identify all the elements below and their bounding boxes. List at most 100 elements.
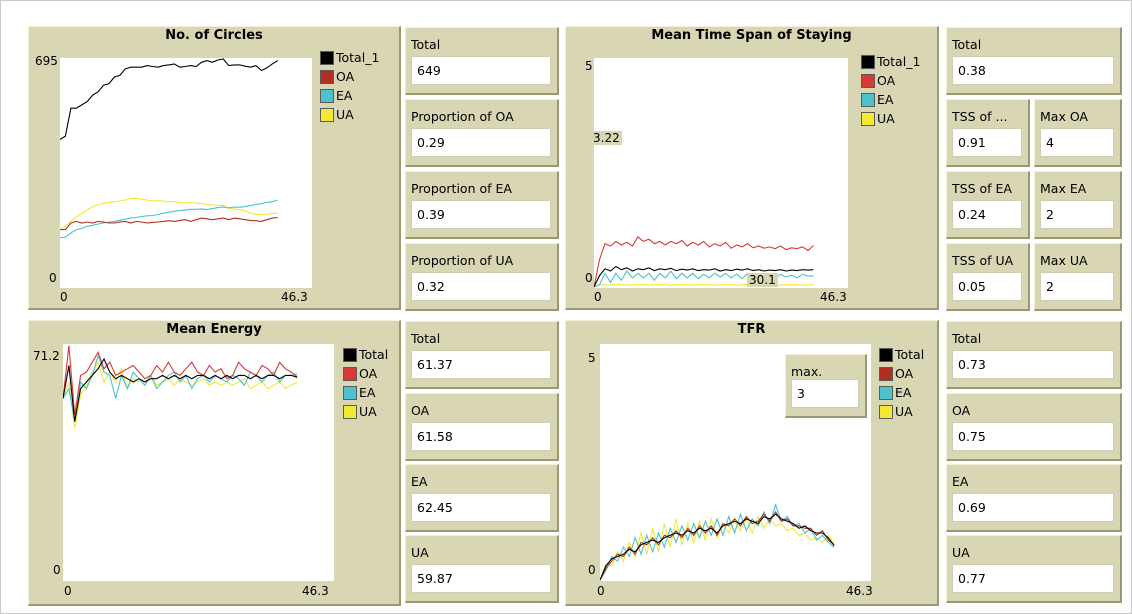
plot-mean-time-span: Mean Time Span of Staying 5 0 0 46.3 3.2… bbox=[565, 26, 939, 310]
monitor-energy-total: Total 61.37 bbox=[405, 321, 559, 389]
legend-item-ua: UA bbox=[320, 105, 379, 124]
monitor-value: 59.87 bbox=[411, 564, 551, 593]
monitor-label: Total bbox=[411, 37, 441, 52]
legend: Total OA EA UA bbox=[343, 345, 388, 421]
legend-label: UA bbox=[336, 107, 354, 122]
series-line-ua bbox=[63, 360, 298, 429]
monitor-energy-ua: UA 59.87 bbox=[405, 535, 559, 603]
legend-item-total: Total_1 bbox=[861, 52, 920, 71]
legend-label: EA bbox=[336, 88, 353, 103]
monitor-label: Total bbox=[411, 331, 441, 346]
series-line-oa bbox=[600, 510, 835, 581]
monitor-value: 2 bbox=[1040, 272, 1114, 301]
x-max-tick: 46.3 bbox=[820, 290, 847, 304]
monitor-label: UA bbox=[952, 545, 970, 560]
monitor-label: Total bbox=[952, 331, 982, 346]
y-max-tick: 5 bbox=[585, 59, 593, 73]
legend-item-ua: UA bbox=[861, 109, 920, 128]
legend-item-ua: UA bbox=[879, 402, 924, 421]
monitor-label: TSS of ... bbox=[952, 109, 1008, 124]
plot-area[interactable] bbox=[63, 344, 334, 581]
monitor-value: 0.75 bbox=[952, 422, 1114, 451]
monitor-label: EA bbox=[952, 474, 969, 489]
monitor-value: 4 bbox=[1040, 128, 1114, 157]
monitor-tss-ea: TSS of EA 0.24 bbox=[946, 171, 1030, 239]
monitor-label: Max UA bbox=[1040, 253, 1088, 268]
monitor-tfr-total: Total 0.73 bbox=[946, 321, 1122, 389]
monitor-energy-ea: EA 62.45 bbox=[405, 464, 559, 532]
legend: Total OA EA UA bbox=[879, 345, 924, 421]
x-min-tick: 0 bbox=[594, 290, 602, 304]
monitor-label: Max EA bbox=[1040, 181, 1087, 196]
plot-area[interactable] bbox=[60, 58, 312, 288]
legend-swatch bbox=[879, 404, 893, 419]
x-min-tick: 0 bbox=[64, 584, 72, 598]
monitor-value: 0.69 bbox=[952, 493, 1114, 522]
x-max-tick: 46.3 bbox=[281, 290, 308, 304]
monitor-label: OA bbox=[952, 403, 971, 418]
series-line-ua bbox=[600, 515, 835, 581]
legend-item-ea: EA bbox=[861, 90, 920, 109]
monitor-value: 0.39 bbox=[411, 200, 551, 229]
series-line-oa bbox=[594, 235, 814, 288]
y-max-tick: 71.2 bbox=[33, 349, 60, 363]
legend-item-total: Total_1 bbox=[320, 48, 379, 67]
legend-label: Total bbox=[895, 347, 925, 362]
y-min-tick: 0 bbox=[49, 271, 57, 285]
legend-item-ea: EA bbox=[320, 86, 379, 105]
monitor-proportion-ea: Proportion of EA 0.39 bbox=[405, 171, 559, 239]
y-max-tick: 5 bbox=[588, 351, 596, 365]
legend-swatch bbox=[861, 111, 875, 126]
legend-swatch bbox=[861, 92, 875, 107]
monitor-value: 0.24 bbox=[952, 200, 1022, 229]
plot-area[interactable] bbox=[600, 344, 871, 581]
monitor-label: Total bbox=[952, 37, 982, 52]
legend-swatch bbox=[320, 50, 334, 65]
plot-title: TFR bbox=[737, 322, 766, 337]
monitor-value: 2 bbox=[1040, 200, 1114, 229]
monitor-value: 0.91 bbox=[952, 128, 1022, 157]
legend-label: UA bbox=[877, 111, 895, 126]
legend-label: EA bbox=[359, 385, 376, 400]
plot-title: Mean Time Span of Staying bbox=[651, 28, 852, 43]
monitor-label: EA bbox=[411, 474, 428, 489]
legend-item-oa: OA bbox=[320, 67, 379, 86]
monitor-value: 649 bbox=[411, 56, 551, 85]
plot-label-pen: 3.22 bbox=[591, 131, 622, 145]
legend-label: UA bbox=[359, 404, 377, 419]
x-max-tick: 46.3 bbox=[846, 584, 873, 598]
legend-swatch bbox=[861, 54, 875, 69]
plot-area[interactable] bbox=[594, 58, 848, 288]
series-line-total bbox=[63, 357, 298, 422]
legend-label: OA bbox=[336, 69, 355, 84]
monitor-circles-total: Total 649 bbox=[405, 27, 559, 95]
plot-tfr: TFR 5 0 0 46.3 max. 3 Total OA EA UA bbox=[565, 320, 939, 606]
legend-item-ea: EA bbox=[879, 383, 924, 402]
monitor-label: max. bbox=[791, 364, 823, 379]
y-min-tick: 0 bbox=[588, 563, 596, 577]
legend: Total_1 OA EA UA bbox=[320, 48, 379, 124]
legend-item-oa: OA bbox=[879, 364, 924, 383]
monitor-tss-oa: TSS of ... 0.91 bbox=[946, 99, 1030, 167]
monitor-max-ua: Max UA 2 bbox=[1034, 243, 1122, 311]
series-line-ea bbox=[63, 353, 298, 422]
plot-no-of-circles: No. of Circles 695 0 0 46.3 Total_1 OA E… bbox=[28, 26, 401, 310]
monitor-value: 0.29 bbox=[411, 128, 551, 157]
series-line-total bbox=[600, 513, 835, 581]
legend: Total_1 OA EA UA bbox=[861, 52, 920, 128]
plot-svg bbox=[600, 503, 835, 581]
legend-label: OA bbox=[359, 366, 378, 381]
plot-svg bbox=[594, 235, 814, 288]
legend-swatch bbox=[879, 347, 893, 362]
monitor-tfr-oa: OA 0.75 bbox=[946, 393, 1122, 461]
monitor-value: 0.32 bbox=[411, 272, 551, 301]
series-line-oa bbox=[63, 345, 298, 416]
legend-item-ua: UA bbox=[343, 402, 388, 421]
legend-label: OA bbox=[895, 366, 914, 381]
monitor-value: 0.73 bbox=[952, 350, 1114, 379]
monitor-label: TSS of UA bbox=[952, 253, 1014, 268]
legend-item-total: Total bbox=[343, 345, 388, 364]
legend-label: OA bbox=[877, 73, 896, 88]
legend-label: UA bbox=[895, 404, 913, 419]
monitor-label: Proportion of OA bbox=[411, 109, 514, 124]
